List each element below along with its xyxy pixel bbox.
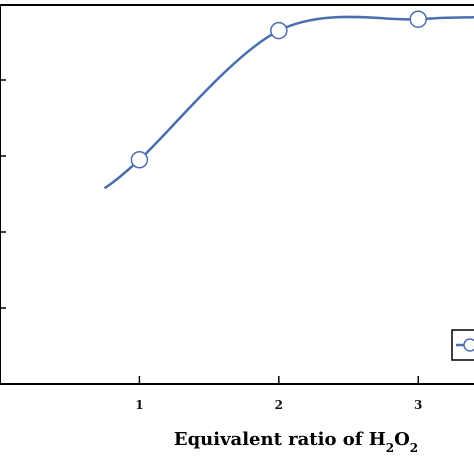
series-layer [103, 10, 474, 190]
data-point [409, 10, 427, 28]
x-axis-ticks: 1 2 3 [135, 376, 422, 412]
x-tick-label: 2 [275, 398, 283, 412]
x-axis-title: Equivalent ratio of H2O2 [174, 429, 418, 455]
legend [451, 329, 474, 361]
x-tick-label: 1 [135, 398, 143, 412]
data-point [130, 151, 149, 169]
x-tick-label: 3 [414, 398, 422, 412]
chart-axes [0, 4, 474, 385]
data-point [270, 21, 288, 40]
legend-series-marker [463, 338, 474, 352]
series-line [103, 15, 474, 190]
y-axis-ticks [0, 79, 6, 309]
